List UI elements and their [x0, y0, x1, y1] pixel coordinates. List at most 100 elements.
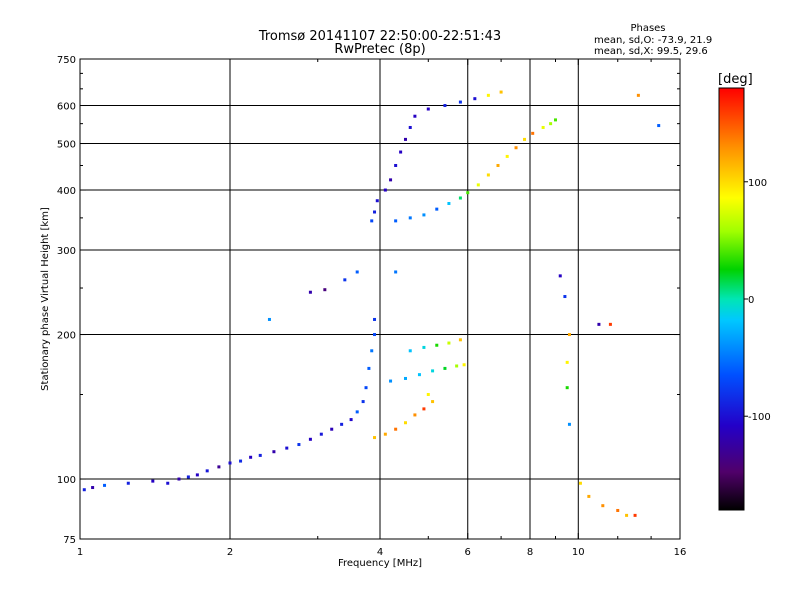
data-point — [531, 131, 535, 135]
data-point — [394, 427, 398, 431]
data-point — [426, 393, 430, 397]
data-point — [373, 210, 377, 214]
data-point — [435, 343, 439, 347]
data-point — [431, 369, 435, 373]
y-tick-label: 300 — [57, 246, 76, 257]
chart-subtitle: RwPretec (8p) — [334, 42, 425, 57]
data-point — [343, 278, 347, 282]
data-point — [473, 97, 477, 101]
data-point — [431, 400, 435, 404]
data-point — [249, 455, 253, 459]
data-point — [565, 360, 569, 364]
data-point — [505, 154, 509, 158]
x-tick-label: 1 — [77, 547, 83, 558]
data-point — [486, 173, 490, 177]
data-point — [476, 183, 480, 187]
data-point — [443, 366, 447, 370]
data-point — [370, 219, 374, 223]
data-point — [567, 333, 571, 337]
data-point — [413, 413, 417, 417]
data-point — [625, 513, 629, 517]
data-point — [601, 504, 605, 508]
data-point — [549, 122, 553, 126]
data-point — [370, 349, 374, 353]
data-point — [355, 410, 359, 414]
data-point — [514, 146, 518, 150]
data-point — [373, 333, 377, 337]
data-point — [373, 317, 377, 321]
data-point — [355, 270, 359, 274]
colorbar-tick-label: 100 — [748, 178, 767, 189]
data-point — [496, 163, 500, 167]
data-point — [82, 488, 86, 492]
data-point — [394, 219, 398, 223]
data-point — [323, 288, 327, 292]
data-point — [394, 270, 398, 274]
data-point — [523, 137, 527, 141]
data-point — [285, 446, 289, 450]
colorbar-tick-label: 0 — [748, 295, 754, 306]
data-point — [578, 481, 582, 485]
data-point — [364, 386, 368, 390]
data-point — [558, 274, 562, 278]
y-tick-label: 100 — [57, 475, 76, 486]
data-point — [408, 216, 412, 220]
data-point — [422, 407, 426, 411]
data-point — [399, 150, 403, 154]
colorbar — [718, 87, 745, 511]
data-point — [403, 137, 407, 141]
data-point — [422, 345, 426, 349]
y-tick-label: 400 — [57, 186, 76, 197]
y-tick-label: 75 — [63, 535, 76, 546]
data-point — [458, 100, 462, 104]
y-tick-label: 600 — [57, 102, 76, 113]
data-point — [443, 104, 447, 108]
data-point — [417, 373, 421, 377]
x-axis-label: Frequency [MHz] — [338, 558, 422, 569]
data-point — [597, 322, 601, 326]
data-point — [308, 437, 312, 441]
data-point — [587, 494, 591, 498]
phase-mean-o: mean, sd,O: -73.9, 21.9 — [594, 35, 712, 46]
data-point — [413, 114, 417, 118]
data-point — [563, 295, 567, 299]
data-point — [403, 376, 407, 380]
x-tick-label: 10 — [572, 547, 585, 558]
data-point — [103, 483, 107, 487]
y-tick-label: 200 — [57, 331, 76, 342]
data-point — [565, 386, 569, 390]
data-point — [553, 118, 557, 122]
data-point — [455, 364, 459, 368]
data-point — [541, 125, 545, 129]
data-point — [239, 459, 243, 463]
data-point — [367, 366, 371, 370]
data-point — [435, 207, 439, 211]
data-point — [195, 473, 199, 477]
data-point — [349, 418, 353, 422]
data-points — [82, 90, 661, 517]
data-point — [272, 450, 276, 454]
phase-mean-x: mean, sd,X: 99.5, 29.6 — [594, 46, 708, 57]
x-tick-label: 16 — [674, 547, 687, 558]
data-point — [408, 349, 412, 353]
data-point — [408, 125, 412, 129]
data-point — [389, 178, 393, 182]
axis-ticks: 1 2 4 6 8 10 16 75 100 200 300 400 500 600 750 — [57, 55, 686, 558]
data-point — [383, 432, 387, 436]
data-point — [458, 196, 462, 200]
data-point — [499, 90, 503, 94]
data-point — [636, 93, 640, 97]
data-point — [458, 338, 462, 342]
y-axis-label: Stationary phase Virtual Height [km] — [40, 207, 51, 391]
data-point — [426, 107, 430, 111]
chart-title: Tromsø 20141107 22:50:00-22:51:43 — [258, 29, 501, 44]
colorbar-ticks: 100 0 -100 — [744, 178, 771, 423]
data-point — [217, 465, 221, 469]
data-point — [330, 427, 334, 431]
data-point — [228, 461, 232, 465]
data-point — [616, 508, 620, 512]
colorbar-unit-label: [deg] — [718, 72, 753, 87]
data-point — [186, 475, 190, 479]
data-point — [389, 379, 393, 383]
